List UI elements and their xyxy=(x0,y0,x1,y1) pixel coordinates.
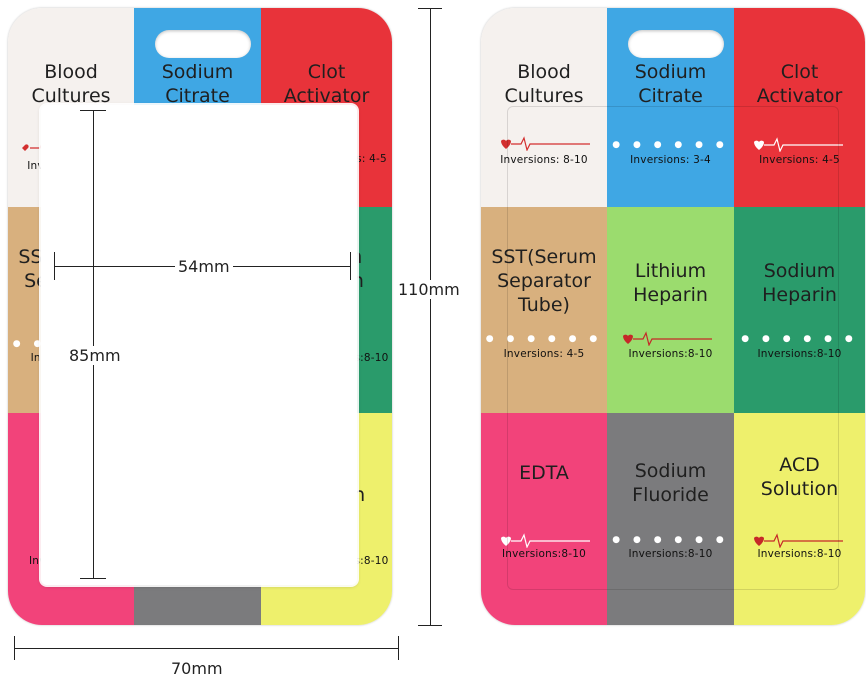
inversions-lithium-heparin: Inversions:8-10 xyxy=(628,348,713,360)
cell-blood-cultures: Blood Cultures Inversions: 8-10 xyxy=(481,8,607,207)
dim-line-width xyxy=(14,648,399,649)
label-clot-activator: Clot Activator xyxy=(283,61,370,107)
dim-label-width: 70mm xyxy=(171,659,223,678)
label-sodium-citrate: Sodium Citrate xyxy=(634,61,707,107)
dots-icon: ● ● ● ● ● ● xyxy=(612,140,729,150)
inversions-sst: Inversions: 4-5 xyxy=(503,348,585,360)
cell-edta: EDTA Inversions:8-10 xyxy=(481,413,607,625)
label-lithium-heparin: Lithium Heparin xyxy=(633,260,708,306)
ekg-heart-icon xyxy=(501,136,590,151)
lanyard-slot xyxy=(155,30,251,58)
inversions-clot-activator: Inversions: 4-5 xyxy=(759,154,840,166)
cell-lithium-heparin: Lithium Heparin Inversions:8-10 xyxy=(607,207,734,413)
label-sodium-fluoride: Sodium Fluoride xyxy=(632,460,709,506)
cell-sst: SST(Serum Separator Tube) ● ● ● ● ● ● In… xyxy=(481,207,607,413)
dots-icon: ● ● ● ● ● ● xyxy=(485,334,603,344)
label-blood-cultures: Blood Cultures xyxy=(31,61,111,107)
cell-clot-activator: Clot Activator Inversions: 4-5 xyxy=(734,8,865,207)
label-sodium-citrate: Sodium Citrate xyxy=(161,61,234,107)
dim-tick-bottom xyxy=(418,625,442,626)
inversions-sodium-citrate: Inversions: 3-4 xyxy=(630,154,711,166)
ekg-heart-icon xyxy=(754,533,843,548)
tube-grid-back: Blood Cultures Inversions: 8-10 Sodium C… xyxy=(481,8,865,625)
inversions-sodium-heparin: Inversions:8-10 xyxy=(757,348,842,360)
inversions-blood-cultures: Inversions: 8-10 xyxy=(500,154,588,166)
dim-line-height xyxy=(430,8,431,625)
ekg-heart-icon xyxy=(501,533,590,548)
dim-label-height: 110mm xyxy=(395,280,463,299)
badge-holder-front: Blood Cultures Inversions: 8-10 Sodium C… xyxy=(8,8,392,625)
dots-icon: ● ● ● ● ● ● xyxy=(612,535,729,545)
cell-acd-solution: ACD Solution Inversions:8-10 xyxy=(734,413,865,625)
dots-icon: ● ● ● ● ● ● xyxy=(741,334,858,344)
inversions-acd-solution: Inversions:8-10 xyxy=(757,548,842,560)
label-acd-solution: ACD Solution xyxy=(760,454,839,500)
label-sodium-heparin: Sodium Heparin xyxy=(762,260,837,306)
ekg-heart-icon xyxy=(623,331,712,346)
cell-sodium-heparin: Sodium Heparin ● ● ● ● ● ● Inversions:8-… xyxy=(734,207,865,413)
badge-holder-back: Blood Cultures Inversions: 8-10 Sodium C… xyxy=(481,8,865,625)
clear-card-window xyxy=(41,105,357,585)
inversions-edta: Inversions:8-10 xyxy=(501,548,587,560)
label-edta: EDTA xyxy=(519,462,569,484)
ekg-heart-icon xyxy=(754,137,843,152)
dim-label-window-width: 54mm xyxy=(175,257,233,276)
inversions-sodium-fluoride: Inversions:8-10 xyxy=(628,548,713,560)
label-sst: SST(Serum Separator Tube) xyxy=(491,246,597,316)
dim-label-window-height: 85mm xyxy=(66,346,124,365)
lanyard-slot xyxy=(628,30,724,58)
label-clot-activator: Clot Activator xyxy=(756,61,843,107)
cell-sodium-fluoride: Sodium Fluoride ● ● ● ● ● ● Inversions:8… xyxy=(607,413,734,625)
dim-line-window-height xyxy=(93,110,94,579)
label-blood-cultures: Blood Cultures xyxy=(504,61,584,107)
